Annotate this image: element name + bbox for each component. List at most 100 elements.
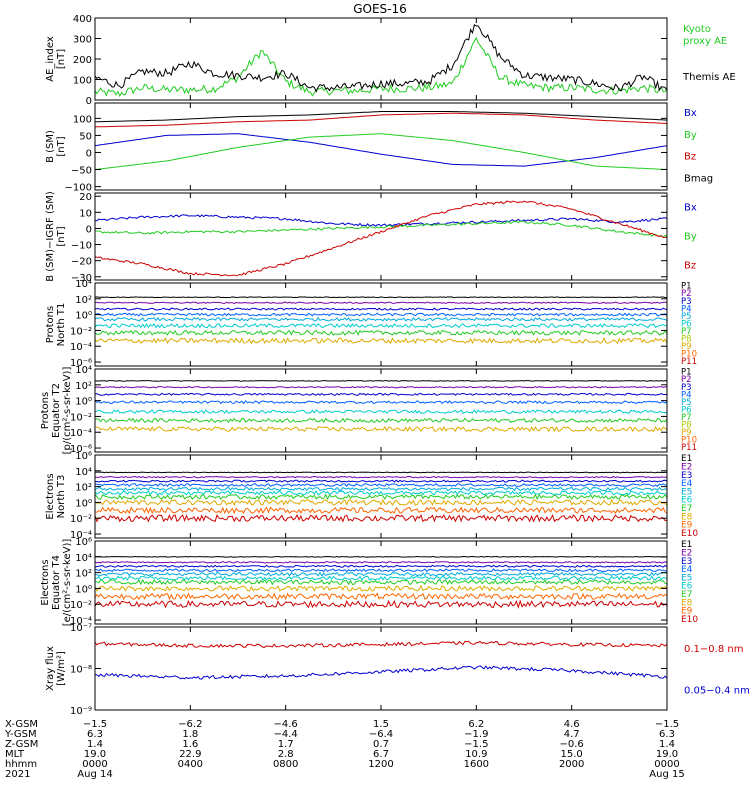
legend-item: P11: [681, 443, 697, 453]
legend-item: P9: [681, 342, 692, 352]
y-tick-label: 10⁴: [75, 553, 92, 564]
y-axis-label: Xray flux[W/m²]: [45, 646, 67, 691]
y-tick-label: 10⁰: [75, 311, 92, 322]
series-line-p5: [95, 316, 667, 322]
legend-item: E4: [681, 565, 693, 575]
y-tick-label: 10²: [75, 381, 92, 392]
legend-label: 0.1−0.8 nm: [684, 644, 743, 655]
x-axis-value: −1.9: [464, 729, 488, 740]
legend-label: 0.05−0.4 nm: [684, 685, 750, 696]
x-axis-value: −1.5: [464, 739, 488, 750]
series-line-by: [95, 133, 667, 170]
y-tick-label: 10⁻⁶: [70, 358, 92, 369]
y-tick-label: −20: [71, 257, 92, 268]
legend-item: E9: [681, 521, 693, 531]
y-tick-label: 100: [73, 76, 92, 87]
x-axis-row-label: 2021: [5, 769, 30, 780]
x-axis-row-label: Z-GSM: [5, 739, 38, 750]
y-tick-label: 10²: [75, 295, 92, 306]
x-axis-value: 1.5: [373, 719, 389, 730]
series-line-e5: [95, 486, 667, 492]
x-axis-value: −1.5: [655, 719, 679, 730]
y-tick-label: 400: [73, 14, 92, 25]
y-tick-label: 0: [86, 148, 92, 159]
series-line-p3: [95, 307, 667, 311]
y-tick-label: 10⁴: [75, 365, 92, 376]
y-axis-label-line: Electrons: [40, 559, 51, 605]
series-line-e7: [95, 578, 667, 586]
panel-series-group: [95, 555, 667, 609]
legend-label: Bmag: [684, 173, 713, 184]
series-line-e4: [95, 483, 667, 487]
legend-item: P7: [681, 413, 692, 423]
legend-item: E10: [681, 529, 698, 539]
panel-series-group: [95, 111, 667, 170]
y-axis-label: B (SM)[nT]: [45, 130, 67, 163]
x-axis-value: −4.6: [274, 719, 298, 730]
series-line-p7: [95, 425, 667, 433]
y-tick-label: 10⁻⁹: [70, 706, 92, 717]
legend-item: E8: [681, 598, 693, 608]
x-axis-value: −1.5: [83, 719, 107, 730]
x-axis-value: 4.7: [564, 729, 580, 740]
legend-item: P6: [681, 319, 692, 329]
x-axis-value: 0.7: [373, 739, 389, 750]
y-tick-label: 10⁰: [75, 584, 92, 595]
legend-item: E8: [681, 512, 693, 522]
x-axis-value: 1.7: [278, 739, 294, 750]
x-axis-row-label: Y-GSM: [4, 729, 37, 740]
y-axis-label-line: Electrons: [45, 473, 56, 519]
y-tick-label: 10²: [75, 483, 92, 494]
x-axis-value: 1.8: [182, 729, 198, 740]
y-tick-label: 50: [79, 131, 92, 142]
y-tick-label: 10⁰: [75, 397, 92, 408]
legend-item: E7: [681, 504, 692, 514]
y-tick-label: 10⁻⁴: [70, 342, 92, 353]
panel-series-group: [95, 640, 667, 680]
series-line-p3: [95, 392, 667, 396]
legend-item: E4: [681, 479, 693, 489]
legend-item: E6: [681, 496, 693, 506]
series-line-e5: [95, 571, 667, 577]
series-line-e6: [95, 575, 667, 581]
series-line-p4: [95, 312, 667, 317]
y-tick-label: 10⁰: [75, 498, 92, 509]
y-tick-label: 10⁶: [75, 451, 92, 462]
y-axis-label: ElectronsEquator T4[e/(cm²-s-sr-keV)]: [40, 539, 73, 627]
legend-label: By: [684, 130, 697, 141]
legend-item: P8: [681, 334, 692, 344]
y-tick-label: 10⁴: [75, 467, 92, 478]
series-line-p1: [95, 296, 667, 299]
y-axis-label-line: B (SM)−IGRF (SM): [45, 191, 56, 282]
legend-item: P5: [681, 312, 692, 322]
series-line-p7: [95, 329, 667, 337]
y-tick-label: −10: [71, 241, 92, 252]
legend-item: E7: [681, 590, 692, 600]
x-axis-value: 6.7: [373, 749, 389, 760]
legend-item: P6: [681, 405, 692, 415]
series-line-p4: [95, 400, 667, 405]
y-tick-label: 10⁻⁴: [70, 616, 92, 627]
y-axis-label-line: Equator T4: [51, 555, 62, 610]
x-axis-value: 2000: [559, 759, 584, 770]
panel-frame: [94, 626, 668, 711]
y-axis-label-line: [W/m²]: [56, 651, 67, 686]
series-line-bx: [95, 133, 667, 167]
y-axis-label-line: [nT]: [56, 136, 67, 156]
x-axis-value: 19.0: [84, 749, 106, 760]
y-tick-label: 10⁻⁷: [70, 623, 92, 634]
y-tick-label: 100: [73, 114, 92, 125]
series-line-e3: [95, 564, 667, 568]
legend-item: P4: [681, 304, 692, 314]
x-axis-value: Aug 15: [649, 769, 684, 780]
panel-series-group: [95, 200, 667, 277]
y-tick-label: 10⁻²: [70, 600, 92, 611]
y-axis-label-line: [nT]: [56, 49, 67, 69]
series-line-kyoto-proxy-ae: [95, 36, 667, 98]
series-line-0-05-0-4-nm: [95, 665, 667, 680]
y-axis-label-line: Xray flux: [45, 646, 56, 691]
series-line-e9: [95, 592, 667, 601]
legend-item: E1: [681, 540, 692, 550]
